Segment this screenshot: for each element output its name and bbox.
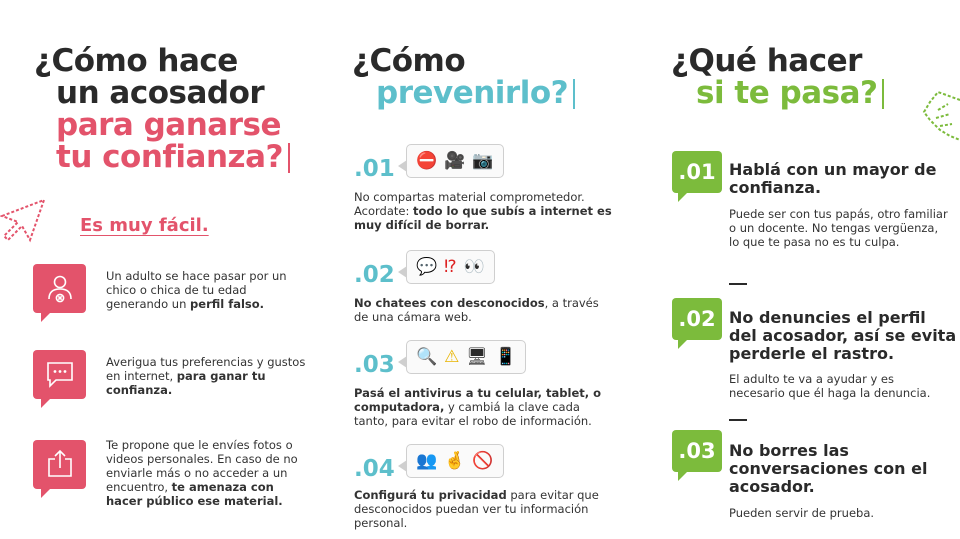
text-cursor-bar	[573, 79, 576, 109]
prevention-number: .03	[354, 352, 395, 378]
step-number-badge: .02	[672, 298, 722, 349]
step-text: Pueden servir de prueba.	[729, 506, 875, 520]
prevention-number: .01	[354, 156, 395, 182]
column1-title: ¿Cómo hace un acosador para ganarse tu c…	[34, 46, 314, 174]
easy-subtitle: Es muy fácil.	[80, 215, 209, 236]
column-prevention: ¿Cómo prevenirlo? .01 ⛔ 🎥 📷 No compartas…	[320, 0, 650, 539]
groomer-step-text: Te propone que le envíes fotos o videos …	[106, 438, 298, 508]
movie-camera-icon: 🎥	[444, 151, 466, 171]
no-entry-icon: ⛔	[416, 151, 438, 171]
emoji-bubble: 💬 ⁉ 👀	[398, 250, 495, 284]
prohibited-icon: 🚫	[472, 451, 494, 471]
step-number-badge: .01	[672, 151, 722, 202]
groomer-step-text: Averigua tus preferencias y gustos en in…	[106, 355, 306, 397]
warning-icon: ⚠	[444, 347, 460, 367]
emoji-bubble: ⛔ 🎥 📷	[398, 144, 504, 178]
prevention-number: .04	[354, 456, 395, 482]
divider	[729, 283, 747, 285]
eyes-icon: 👀	[463, 257, 485, 277]
text-cursor-bar	[287, 143, 290, 173]
pink-badge	[33, 264, 86, 322]
cursor-arrow-icon	[0, 198, 46, 243]
divider	[729, 419, 747, 421]
pointing-hand-icon	[922, 90, 960, 141]
computer-icon: 🖥	[466, 347, 489, 367]
title-line: ¿Cómo	[352, 43, 466, 79]
emoji-bubble: 👥 🤞 🚫	[398, 444, 504, 478]
step-heading: No borres las conversaciones con el acos…	[729, 441, 928, 496]
title-line: ¿Cómo hace	[34, 43, 238, 79]
magnifier-icon: 🔍	[416, 347, 438, 367]
share-upload-icon	[48, 449, 72, 477]
title-line: si te pasa?	[671, 78, 931, 110]
prevention-text: No chatees con desconocidos, a través de…	[354, 296, 599, 324]
prevention-number: .02	[354, 262, 395, 288]
exclamation-question-icon: ⁉	[444, 257, 457, 277]
camera-icon: 📷	[472, 151, 494, 171]
title-line: para ganarse	[56, 107, 281, 143]
step-heading: Hablá con un mayor de confianza.	[729, 160, 937, 197]
title-line: ¿Qué hacer	[671, 43, 862, 79]
prevention-text: Pasá el antivirus a tu celular, tablet, …	[354, 386, 602, 428]
column2-title: ¿Cómo prevenirlo?	[352, 46, 642, 110]
title-line: prevenirlo?	[352, 78, 642, 110]
emoji-bubble: 🔍 ⚠ 🖥 📱	[397, 340, 527, 374]
step-heading: No denuncies el perfil del acosador, así…	[729, 308, 957, 363]
chat-bubble-icon	[47, 362, 73, 388]
user-remove-icon	[48, 275, 72, 303]
mobile-phone-icon: 📱	[495, 347, 517, 367]
crossed-fingers-icon: 🤞	[444, 451, 466, 471]
step-number-badge: .03	[672, 430, 722, 481]
title-line: tu confianza?	[34, 142, 314, 174]
speech-balloon-icon: 💬	[416, 257, 438, 277]
column3-title: ¿Qué hacer si te pasa?	[671, 46, 931, 110]
pink-badge	[33, 350, 86, 408]
groomer-step-text: Un adulto se hace pasar por un chico o c…	[106, 269, 287, 311]
text-cursor-bar	[882, 79, 885, 109]
prevention-text: Configurá tu privacidad para evitar que …	[354, 488, 599, 530]
pink-badge	[33, 440, 86, 498]
step-text: Puede ser con tus papás, otro familiar o…	[729, 207, 948, 249]
column-how-groomer-acts: ¿Cómo hace un acosador para ganarse tu c…	[0, 0, 320, 539]
step-text: El adulto te va a ayudar y es necesario …	[729, 372, 931, 400]
prevention-text: No compartas material comprometedor. Aco…	[354, 190, 612, 232]
people-icon: 👥	[416, 451, 438, 471]
column-what-to-do: ¿Qué hacer si te pasa? .01 Hablá con un …	[650, 0, 960, 539]
title-line: un acosador	[56, 75, 265, 111]
